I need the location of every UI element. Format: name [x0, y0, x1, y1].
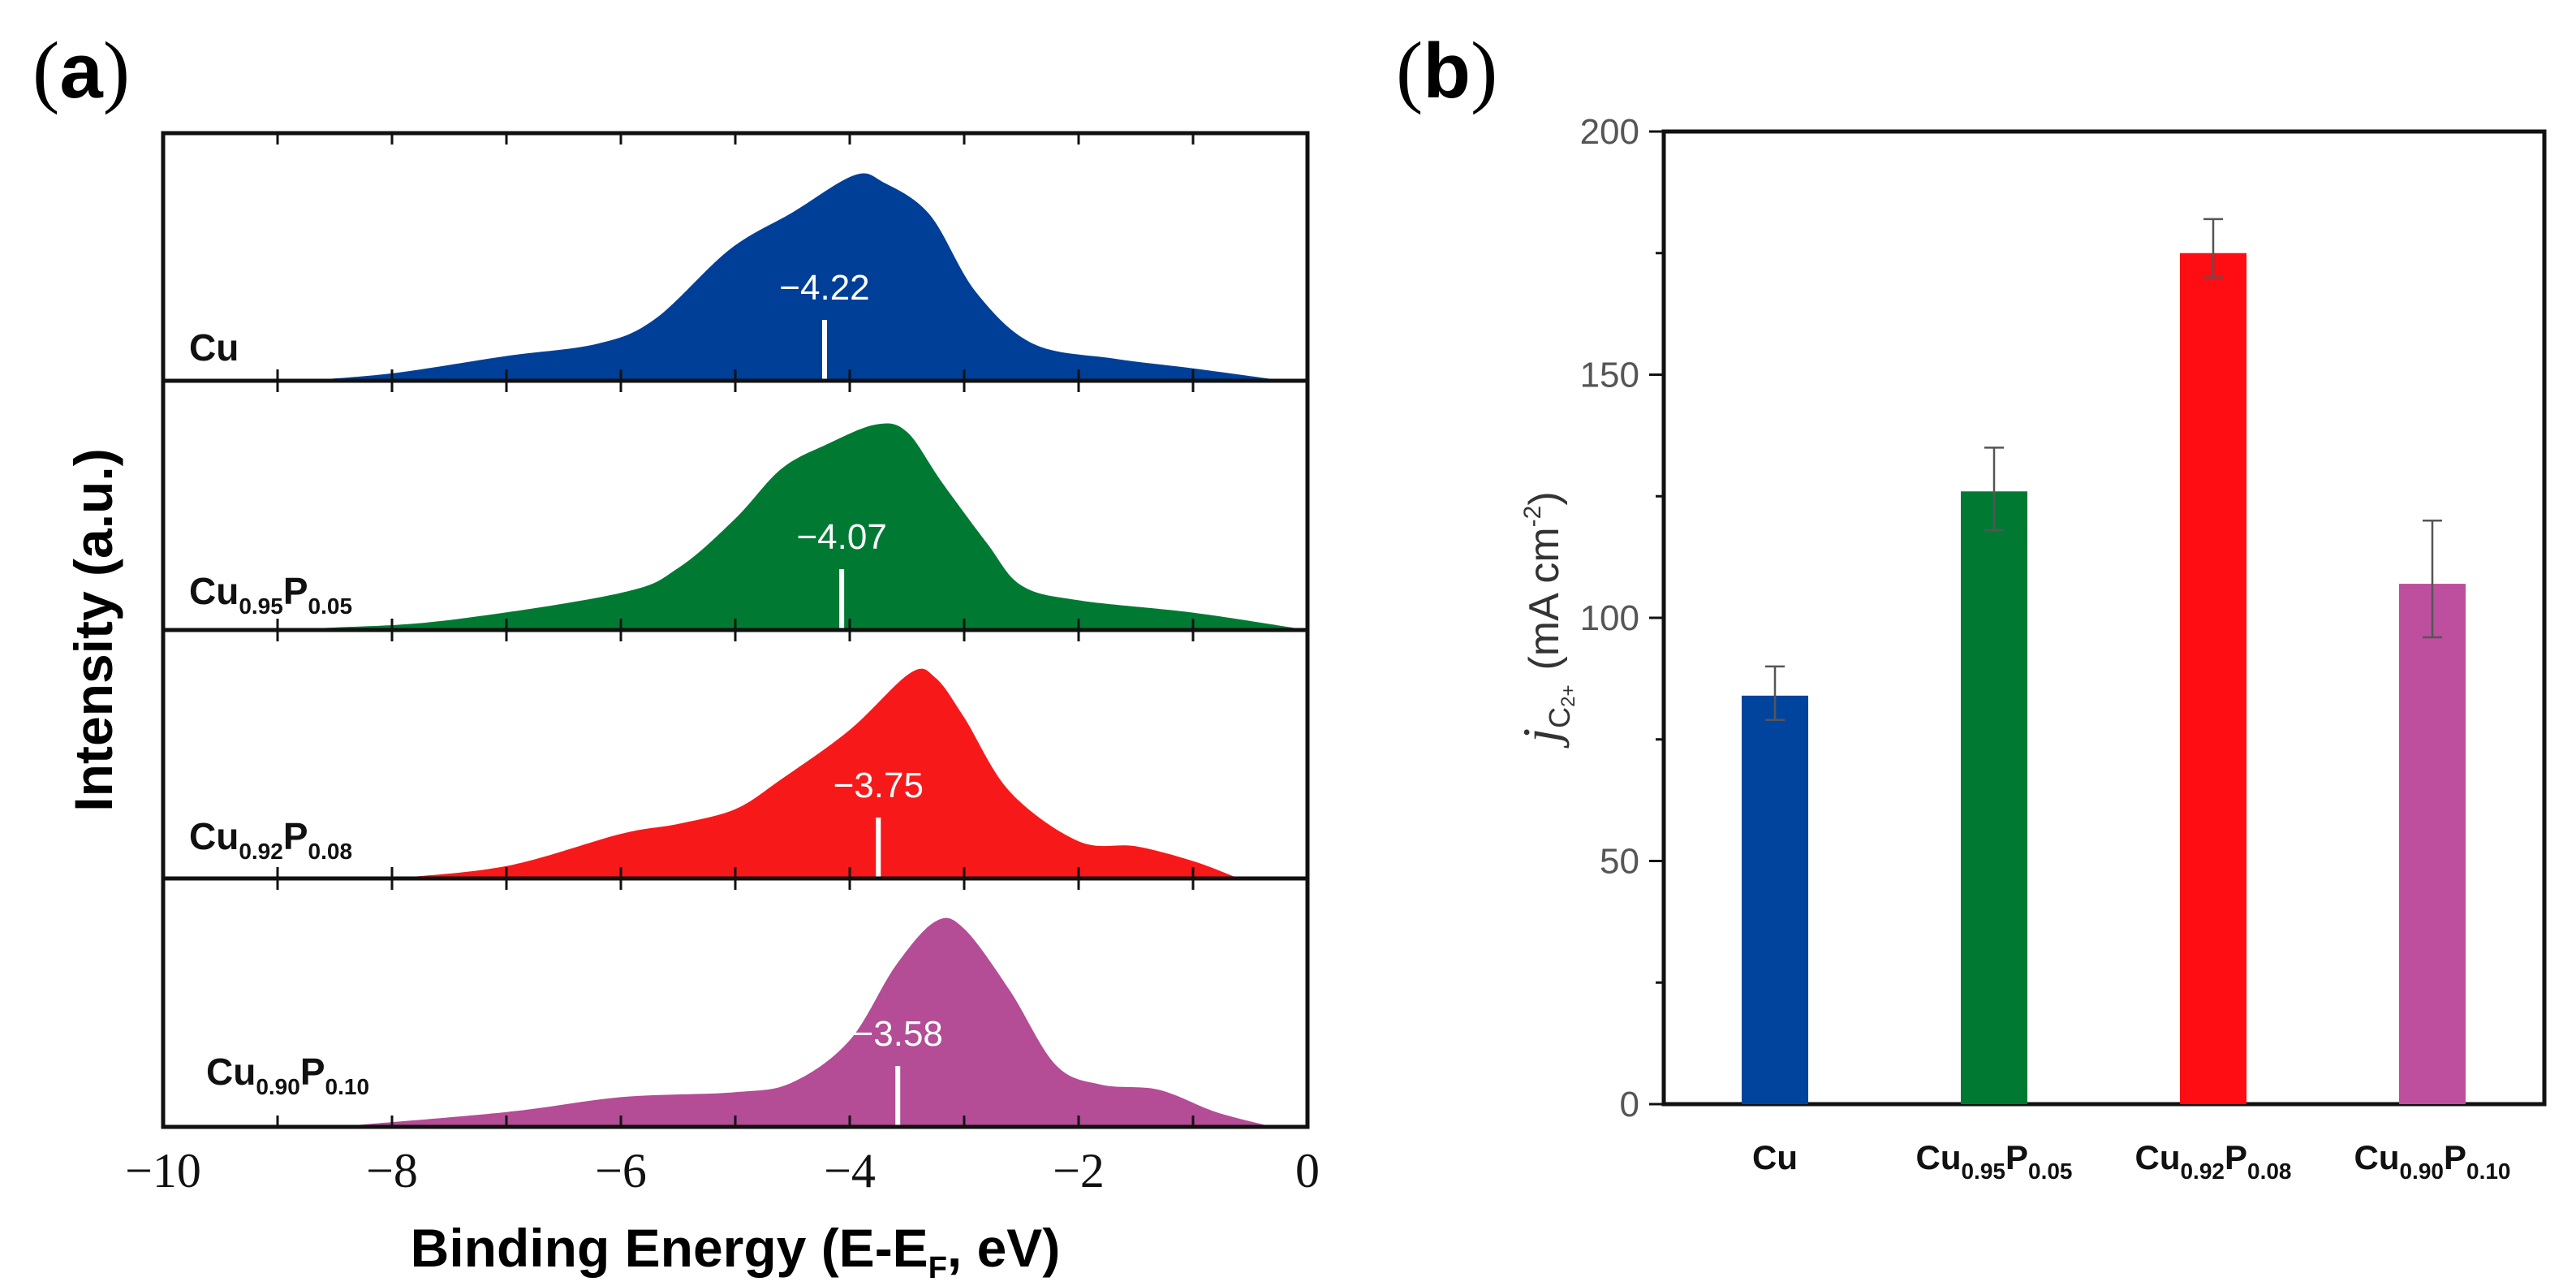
bar-1 — [1961, 491, 2027, 1104]
x-axis-label: Binding Energy (E-EF, eV) — [411, 1218, 1061, 1285]
formula-base: Cu — [1752, 1138, 1798, 1176]
x-axis-categories: Cu Cu0.95P0.05 Cu0.92P0.08 Cu0.90P0.10 — [1752, 1138, 2511, 1184]
y-axis-label: Intensity (a.u.) — [63, 448, 123, 811]
y-tick-label: 100 — [1580, 598, 1639, 638]
x-tick-label: −10 — [125, 1144, 201, 1198]
x-tick-label: −8 — [366, 1144, 418, 1198]
y-tick-label: 50 — [1600, 842, 1639, 882]
formula-base: Cu — [206, 1051, 256, 1093]
y-tick-label: 200 — [1580, 112, 1639, 152]
x-tick-label: 0 — [1295, 1144, 1320, 1198]
formula-base: P — [2005, 1138, 2028, 1176]
formula-sub: 0.95 — [239, 593, 283, 619]
formula-base: Cu — [189, 326, 239, 369]
bar-2 — [2180, 252, 2246, 1104]
formula-base: P — [2444, 1138, 2466, 1176]
series-label: Cu0.95P0.05 — [189, 570, 352, 619]
panel-label-a: (a) — [32, 25, 130, 115]
formula-sub: 0.08 — [2247, 1159, 2292, 1184]
formula-sub: 0.10 — [2466, 1159, 2511, 1184]
formula-sub: 0.05 — [2028, 1159, 2073, 1184]
formula-sub: 0.10 — [325, 1074, 370, 1099]
formula-base: Cu — [2134, 1138, 2180, 1176]
formula-base: Cu — [189, 570, 239, 612]
y-tick-label: 150 — [1580, 356, 1639, 395]
formula-sub: 0.05 — [308, 593, 353, 619]
bar-0 — [1742, 695, 1808, 1104]
y-axis-ticks: 0 50 100 150 200 — [1580, 112, 1664, 1124]
x-tick-label: −2 — [1053, 1144, 1105, 1198]
formula-sub: 0.92 — [2180, 1159, 2225, 1184]
bars — [1742, 218, 2466, 1104]
formula-sub: 0.90 — [2399, 1159, 2444, 1184]
formula-base: P — [2225, 1138, 2247, 1176]
category-label: Cu0.95P0.05 — [1915, 1138, 2072, 1184]
series-label: Cu — [189, 326, 239, 369]
category-label: Cu0.90P0.10 — [2354, 1138, 2510, 1184]
formula-base: P — [283, 570, 308, 612]
y-axis-label: jC2+(mA cm-2) — [1512, 491, 1579, 748]
formula-base: Cu — [189, 815, 239, 857]
d-band-center-label: −3.75 — [834, 766, 924, 805]
panel-a: (a) −4.22Cu−4.07Cu0.95P0.05−3.75Cu0.92P0… — [32, 25, 1320, 1285]
spectrum-area-2 — [392, 668, 1239, 878]
spectrum-area-0 — [300, 173, 1285, 381]
d-band-center-label: −4.07 — [796, 517, 886, 557]
y-tick-label: 0 — [1620, 1085, 1639, 1124]
d-band-center-label: −4.22 — [779, 268, 869, 308]
category-label: Cu0.92P0.08 — [2134, 1138, 2291, 1184]
x-tick-label: −6 — [595, 1144, 647, 1198]
d-band-center-label: −3.58 — [853, 1014, 943, 1054]
formula-base: P — [283, 815, 308, 857]
spectra-areas: −4.22Cu−4.07Cu0.95P0.05−3.75Cu0.92P0.08−… — [189, 173, 1307, 1127]
formula-sub: 0.90 — [256, 1074, 300, 1099]
spectrum-area-3 — [334, 917, 1273, 1127]
spectrum-area-1 — [220, 423, 1307, 630]
bar-3 — [2399, 584, 2466, 1104]
x-axis-ticks: −10 −8 −6 −4 −2 0 — [125, 133, 1320, 1198]
formula-base: P — [300, 1051, 325, 1093]
x-tick-label: −4 — [824, 1144, 876, 1198]
formula-sub: 0.92 — [239, 839, 283, 864]
formula-sub: 0.08 — [308, 839, 353, 864]
panel-label-b: (b) — [1396, 25, 1497, 115]
category-label: Cu — [1752, 1138, 1798, 1176]
series-label: Cu0.92P0.08 — [189, 815, 352, 864]
series-label: Cu0.90P0.10 — [206, 1051, 369, 1099]
formula-sub: 0.95 — [1961, 1159, 2005, 1184]
formula-base: Cu — [2354, 1138, 2399, 1176]
formula-base: Cu — [1915, 1138, 1961, 1176]
